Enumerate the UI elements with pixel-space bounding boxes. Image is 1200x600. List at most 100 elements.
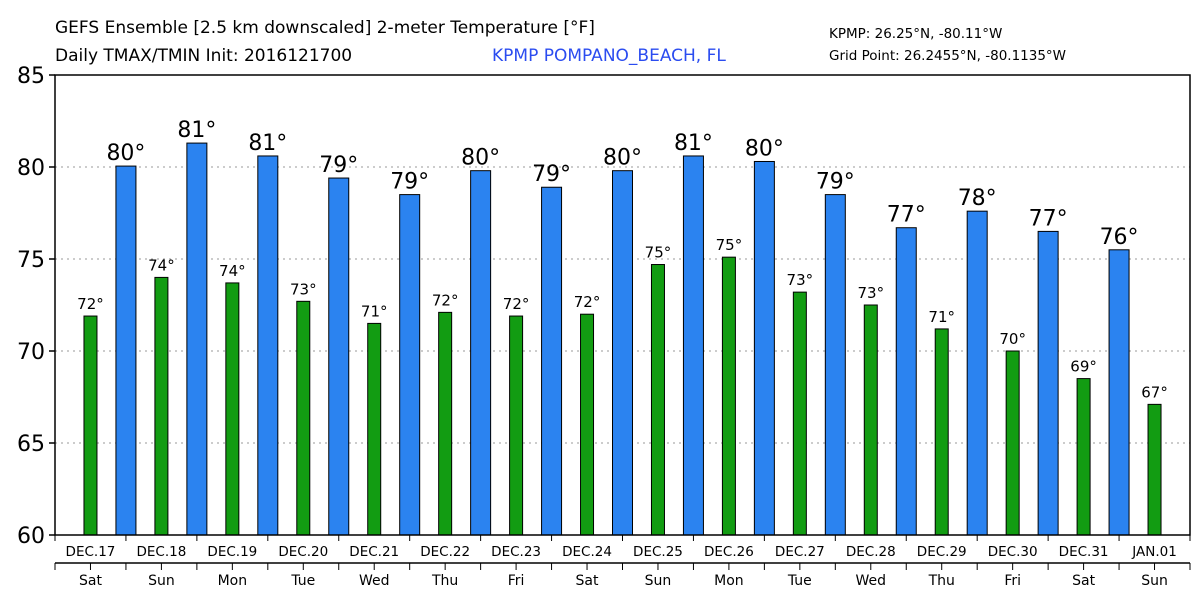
chart-subtitle: Daily TMAX/TMIN Init: 2016121700 — [55, 46, 352, 66]
weekday-label: Wed — [856, 573, 887, 589]
weekday-label: Sat — [79, 573, 102, 589]
station-coords: KPMP: 26.25°N, -80.11°W — [829, 26, 1002, 42]
weekday-label: Sun — [148, 573, 175, 589]
date-label: JAN.01 — [1131, 544, 1177, 560]
tmin-value-label: 72° — [432, 291, 459, 309]
tmin-value-label: 73° — [787, 271, 814, 289]
tmin-value-label: 74° — [219, 262, 246, 280]
date-label: DEC.28 — [846, 544, 896, 560]
date-label: DEC.26 — [704, 544, 754, 560]
tmax-value-label: 79° — [390, 170, 429, 195]
tmax-bar — [1108, 249, 1130, 536]
tmin-value-label: 73° — [290, 280, 317, 298]
tmax-bar — [966, 210, 988, 536]
station-name: KPMP POMPANO_BEACH, FL — [492, 46, 726, 66]
tmax-bar — [470, 170, 492, 536]
tmax-value-label: 79° — [319, 153, 358, 178]
weekday-label: Thu — [928, 573, 955, 589]
tmin-value-label: 75° — [716, 236, 743, 254]
grid-point-coords: Grid Point: 26.2455°N, -80.1135°W — [829, 48, 1066, 64]
tmin-value-label: 71° — [928, 308, 955, 326]
weekday-label: Sat — [1072, 573, 1095, 589]
y-axis: 60 65 70 75 80 85 — [17, 64, 55, 549]
weekday-label: Sat — [576, 573, 599, 589]
date-label: DEC.24 — [562, 544, 612, 560]
tmax-bar — [541, 186, 563, 536]
date-label: DEC.18 — [136, 544, 186, 560]
tmin-bar — [650, 264, 665, 536]
date-label: DEC.21 — [349, 544, 399, 560]
tmax-bar — [612, 170, 633, 536]
tmin-bar — [154, 276, 169, 536]
weekday-label: Mon — [714, 573, 744, 589]
date-label: DEC.25 — [633, 544, 683, 560]
weekday-label: Thu — [431, 573, 458, 589]
date-label: DEC.29 — [917, 544, 967, 560]
tmax-value-label: 77° — [887, 203, 926, 228]
tmax-bar — [328, 177, 350, 536]
bars: 72° 74° 74° 73° 71° 72° 72° 72° 75° 75° 73° 73° 71° 7… — [77, 118, 1168, 536]
weekday-label: Mon — [218, 573, 248, 589]
tmin-value-label: 73° — [857, 284, 884, 302]
tmin-bar — [225, 282, 240, 536]
tmax-bar — [824, 194, 846, 536]
y-tick-label: 60 — [17, 524, 45, 549]
tmax-bar — [1037, 230, 1059, 536]
date-label: DEC.22 — [420, 544, 470, 560]
date-label: DEC.31 — [1059, 544, 1109, 560]
y-tick-label: 70 — [17, 340, 45, 365]
tmax-bar — [186, 142, 208, 536]
tmin-bar — [296, 300, 311, 536]
chart-title: GEFS Ensemble [2.5 km downscaled] 2-mete… — [55, 18, 595, 38]
tmax-value-label: 80° — [106, 141, 145, 166]
tmax-bar — [682, 155, 704, 536]
tmin-bar — [438, 311, 453, 536]
tmin-bar — [1076, 378, 1091, 536]
tmax-value-label: 80° — [745, 136, 784, 161]
date-label: DEC.30 — [988, 544, 1038, 560]
tmin-value-label: 69° — [1070, 358, 1097, 376]
tmin-value-label: 72° — [77, 295, 104, 313]
tmin-bar — [1005, 350, 1020, 536]
weekday-label: Fri — [1004, 573, 1021, 589]
weekday-label: Wed — [359, 573, 390, 589]
tmax-value-label: 76° — [1100, 225, 1139, 250]
tmax-bar — [753, 160, 775, 536]
date-label: DEC.19 — [207, 544, 257, 560]
tmin-bar — [1147, 403, 1162, 536]
tmax-value-label: 81° — [177, 118, 216, 143]
y-tick-label: 65 — [17, 432, 45, 457]
tmin-value-label: 71° — [361, 302, 388, 320]
tmax-value-label: 81° — [248, 131, 287, 156]
date-label: DEC.27 — [775, 544, 825, 560]
tmax-value-label: 80° — [603, 146, 642, 171]
y-tick-label: 85 — [17, 64, 45, 89]
date-label: DEC.17 — [66, 544, 116, 560]
tmin-bar — [83, 315, 98, 536]
tmin-value-label: 67° — [1141, 383, 1168, 401]
tmin-value-label: 72° — [574, 293, 601, 311]
tmax-value-label: 79° — [816, 170, 855, 195]
weekday-label: Tue — [290, 573, 315, 589]
tmax-value-label: 79° — [532, 162, 571, 187]
tmin-value-label: 70° — [999, 330, 1026, 348]
date-label: DEC.20 — [278, 544, 328, 560]
tmax-bar — [399, 194, 421, 536]
tmin-bar — [721, 256, 736, 536]
tmax-bar — [895, 227, 917, 536]
tmin-bar — [863, 304, 878, 536]
weekday-label: Fri — [508, 573, 525, 589]
tmin-value-label: 75° — [645, 244, 672, 262]
tmax-value-label: 77° — [1029, 206, 1068, 231]
tmin-bar — [934, 328, 949, 536]
y-tick-label: 80 — [17, 156, 45, 181]
tmax-bar — [115, 165, 137, 536]
tmin-bar — [792, 291, 807, 536]
tmax-value-label: 81° — [674, 131, 713, 156]
date-label: DEC.23 — [491, 544, 541, 560]
tmin-value-label: 74° — [148, 256, 175, 274]
weekday-label: Sun — [1141, 573, 1168, 589]
tmax-bar — [257, 155, 279, 536]
